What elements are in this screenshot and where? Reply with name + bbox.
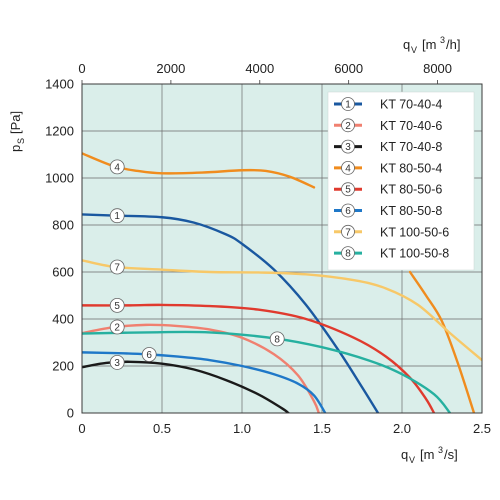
- x-tick-label: 1.5: [313, 421, 331, 436]
- x-tick-label: 0: [78, 421, 85, 436]
- x-tick-label: 0.5: [153, 421, 171, 436]
- x-axis-label-exp: 3: [438, 445, 443, 455]
- legend-marker-label: 8: [345, 249, 351, 260]
- series-marker-6: [141, 347, 157, 362]
- y-tick-label: 1000: [45, 171, 74, 186]
- series-marker-label: 8: [274, 334, 280, 345]
- y-tick-label: 1200: [45, 124, 74, 139]
- x-axis-ticks: 0 0.5 1.0 1.5 2.0 2.5: [78, 421, 491, 436]
- legend-label: KT 70-40-8: [380, 140, 442, 154]
- legend-marker: [341, 224, 355, 239]
- x-axis-label-unit2: /s]: [444, 447, 458, 462]
- series-marker-label: 2: [114, 322, 120, 333]
- y-tick-label: 800: [52, 218, 74, 233]
- x-axis-label-q: q: [401, 447, 408, 462]
- legend-marker-label: 6: [345, 206, 351, 217]
- y-axis-ticks: 0 200 400 600 800 1000 1200 1400: [45, 77, 74, 421]
- y-tick-label: 200: [52, 359, 74, 374]
- x-axis-label: q V [m 3 /s]: [401, 445, 458, 465]
- series-line-extra: [408, 270, 476, 413]
- series-marker-5: [109, 297, 125, 313]
- x2-axis-label: q V [m 3 /h]: [403, 35, 460, 55]
- y-axis-label-sub: S: [16, 138, 26, 144]
- series-line-8: [82, 330, 452, 413]
- legend-marker: [341, 139, 355, 154]
- x-axis-label-sub: V: [409, 455, 415, 465]
- series-marker-label: 7: [114, 263, 120, 274]
- legend-marker: [341, 182, 355, 197]
- x2-axis-ticks: 0 2000 4000 6000 8000: [78, 61, 452, 84]
- series-marker-7: [109, 259, 125, 275]
- series-marker-2: [109, 319, 125, 335]
- series-marker-8: [269, 331, 285, 347]
- series-marker-1: [109, 208, 125, 224]
- y-axis-label: p S [Pa]: [8, 111, 26, 152]
- legend-label: KT 100-50-6: [380, 225, 449, 239]
- series-marker-label: 4: [114, 162, 120, 173]
- y-axis-label-p: p: [8, 145, 23, 152]
- y-tick-label: 1400: [45, 77, 74, 92]
- series-marker-label: 5: [114, 301, 120, 312]
- x2-tick-label: 4000: [245, 61, 274, 76]
- series-markers: 1 2 3 4 5 6 7 8: [109, 159, 285, 370]
- legend-label: KT 80-50-6: [380, 183, 442, 197]
- legend-marker: [341, 118, 355, 133]
- series-marker-4: [109, 159, 125, 175]
- series-marker-label: 1: [114, 211, 120, 222]
- legend-marker-label: 1: [345, 100, 351, 111]
- series-line-6: [82, 351, 327, 413]
- x2-axis-label-unit2: /h]: [446, 37, 460, 52]
- legend-label: KT 80-50-8: [380, 204, 442, 218]
- x2-axis-label-q: q: [403, 37, 410, 52]
- legend-marker: [341, 246, 355, 261]
- legend-marker-label: 3: [345, 142, 351, 153]
- series-marker-label: 6: [146, 350, 152, 361]
- x2-axis-label-exp: 3: [440, 35, 445, 45]
- y-axis-label-unit: [Pa]: [8, 111, 23, 134]
- series-line-7: [82, 259, 482, 362]
- legend-label: KT 70-40-6: [380, 119, 442, 133]
- x2-tick-label: 0: [78, 61, 85, 76]
- series-marker-3: [109, 354, 125, 370]
- y-tick-label: 400: [52, 312, 74, 327]
- x2-axis-label-sub: V: [411, 45, 417, 55]
- series-marker-label: 3: [114, 358, 120, 369]
- legend-label: KT 70-40-4: [380, 98, 442, 112]
- legend-marker-label: 4: [345, 163, 351, 174]
- x-tick-label: 2.0: [393, 421, 411, 436]
- legend-marker-label: 5: [345, 185, 351, 196]
- legend: 1 KT 70-40-4 2 KT 70-40-6 3 KT 70-40-8 4 KT 80-…: [334, 97, 449, 261]
- legend-marker: [341, 203, 355, 218]
- series-line-1: [82, 213, 380, 413]
- x-axis-label-unit: [m: [420, 447, 434, 462]
- x2-tick-label: 6000: [334, 61, 363, 76]
- legend-label: KT 80-50-4: [380, 161, 442, 175]
- x-tick-label: 2.5: [473, 421, 491, 436]
- legend-marker-label: 2: [345, 121, 351, 132]
- plot-frame: [81, 83, 483, 414]
- legend-label: KT 100-50-8: [380, 247, 449, 261]
- x2-tick-label: 8000: [423, 61, 452, 76]
- legend-marker: [341, 97, 355, 111]
- legend-marker: [341, 160, 355, 175]
- series-line-5: [82, 303, 436, 413]
- x-tick-label: 1.0: [233, 421, 251, 436]
- x2-tick-label: 2000: [156, 61, 185, 76]
- y-tick-label: 0: [67, 406, 74, 421]
- x2-axis-label-unit: [m: [422, 37, 436, 52]
- y-tick-label: 600: [52, 265, 74, 280]
- legend-marker-label: 7: [345, 227, 351, 238]
